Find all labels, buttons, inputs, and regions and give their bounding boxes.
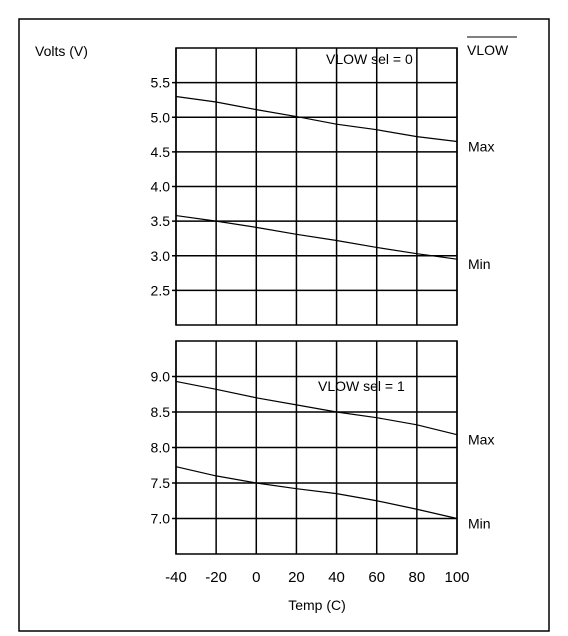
x-tick-label: 100 (444, 569, 469, 586)
top-series-min-line (175, 214, 458, 260)
bottom-y-tick-label: 8.0 (151, 440, 171, 456)
bottom-y-tick-label: 9.0 (151, 369, 171, 385)
top-y-tick-label: 5.0 (151, 109, 171, 125)
top-series-min-label: Min (468, 256, 491, 272)
top-y-tick-label: 2.5 (151, 282, 171, 298)
vlow-corner-label: VLOW (467, 36, 517, 58)
top-plot-title: VLOW sel = 0 (326, 51, 413, 67)
x-tick-label: 40 (328, 569, 345, 586)
x-tick-label: 80 (409, 569, 426, 586)
top-series-max-label: Max (468, 138, 494, 154)
x-axis-label: Temp (C) (288, 597, 346, 613)
top-y-tick-label: 5.5 (151, 75, 171, 91)
top-y-tick-label: 4.5 (151, 144, 171, 160)
bottom-y-tick-label: 7.5 (151, 475, 171, 491)
y-axis-label: Volts (V) (35, 43, 88, 59)
figure-border (18, 18, 550, 632)
bottom-y-tick-label: 7.0 (151, 511, 171, 527)
vlow-label: VLOW (467, 42, 509, 58)
top-y-tick-label: 4.0 (151, 179, 171, 195)
bottom-plot-title: VLOW sel = 1 (318, 378, 405, 394)
x-tick-label: 20 (288, 569, 305, 586)
top-series-max-line (175, 95, 458, 143)
bottom-series-min-label: Min (468, 516, 491, 532)
x-tick-label: 0 (252, 569, 260, 586)
top-plot: 2.5 3.0 3.5 4.0 4.5 5.0 5.5 Max Min (151, 47, 494, 326)
x-tick-label: -20 (205, 569, 227, 586)
bottom-series-min-line (175, 466, 458, 520)
bottom-y-tick-label: 8.5 (151, 404, 171, 420)
bottom-series-max-line (175, 380, 458, 436)
x-tick-label: -40 (165, 569, 187, 586)
top-y-tick-label: 3.5 (151, 213, 171, 229)
top-y-tick-label: 3.0 (151, 248, 171, 264)
bottom-series-max-label: Max (468, 432, 494, 448)
x-tick-label: 60 (368, 569, 385, 586)
bottom-plot: 7.0 7.5 8.0 8.5 9.0 Max Min -40 -20 0 20 40 60 80 100 (151, 340, 494, 586)
